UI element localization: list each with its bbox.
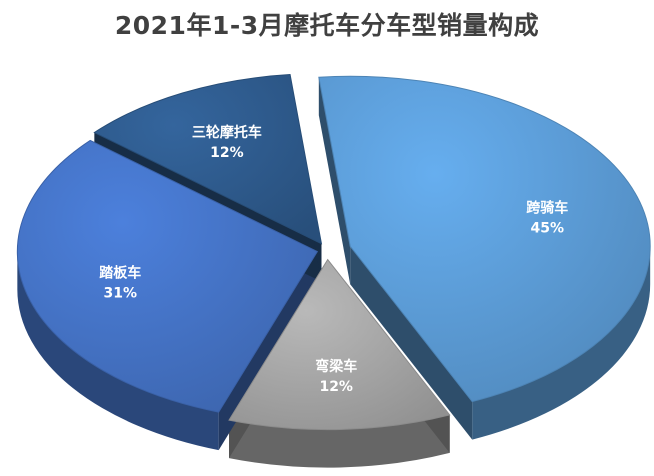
pie-slice-1: [318, 75, 651, 403]
slice-category-label: 跨骑车: [526, 199, 568, 216]
slice-category-label: 弯梁车: [315, 358, 357, 375]
pie-slice-wall: [318, 77, 351, 285]
pie-slice-side: [472, 246, 651, 440]
slice-category-label: 三轮摩托车: [192, 124, 262, 141]
slice-category-label: 踏板车: [99, 264, 141, 281]
slice-value-label: 31%: [104, 285, 138, 301]
slice-value-label: 45%: [530, 220, 564, 236]
pie-slice-3: [16, 139, 319, 413]
pie-slice-2: [228, 258, 451, 431]
pie-slice-side: [17, 251, 219, 451]
pie-slice-wall: [350, 246, 473, 440]
slice-value-label: 12%: [210, 145, 244, 161]
slice-value-label: 12%: [319, 379, 353, 395]
chart-title: 2021年1-3月摩托车分车型销量构成: [114, 11, 540, 40]
pie-slice-4: [93, 74, 323, 245]
